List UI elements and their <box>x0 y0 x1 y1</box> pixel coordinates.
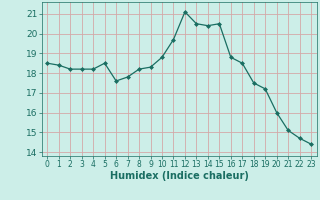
X-axis label: Humidex (Indice chaleur): Humidex (Indice chaleur) <box>110 171 249 181</box>
